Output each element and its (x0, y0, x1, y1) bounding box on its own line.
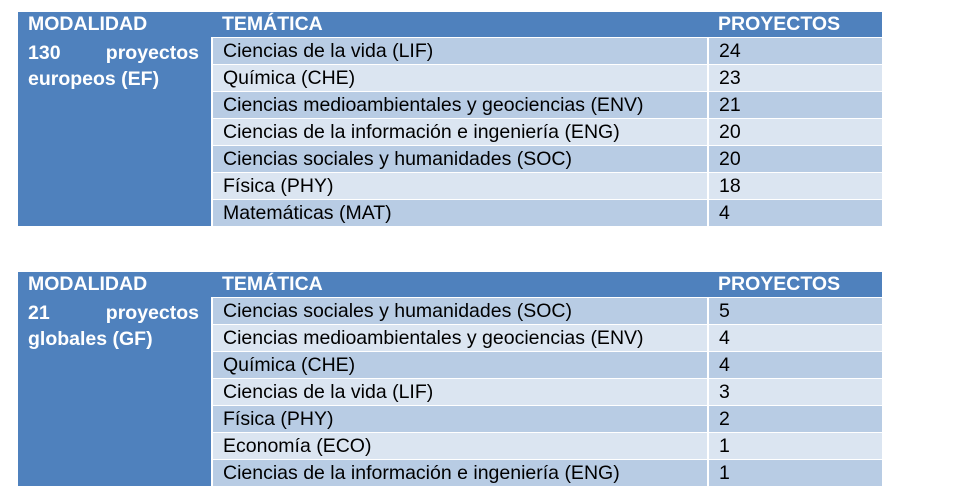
header-proyectos: PROYECTOS (708, 12, 882, 38)
table-row: 130 proyectos europeos (EF) Ciencias de … (18, 37, 882, 226)
table-row: Ciencias medioambientales y geociencias … (18, 91, 882, 119)
table-row: Matemáticas (MAT) 4 (18, 199, 882, 226)
header-tematica: TEMÁTICA (212, 12, 708, 38)
modalidad-cell: 130 proyectos europeos (EF) (18, 37, 212, 226)
table-row: Ciencias de la información e ingeniería … (18, 459, 882, 486)
tematica-cell: Química (CHE) (211, 351, 708, 379)
table-row: Ciencias de la vida (LIF) 3 (18, 378, 882, 406)
tematica-cell: Ciencias medioambientales y geociencias … (211, 91, 708, 119)
table-globales: MODALIDAD TEMÁTICA PROYECTOS 21 proyecto… (18, 272, 882, 486)
table-row: Física (PHY) 2 (18, 405, 882, 433)
table-row: Ciencias sociales y humanidades (SOC) 20 (18, 145, 882, 173)
tematica-cell: Ciencias de la vida (LIF) (211, 378, 708, 406)
proyectos-cell: 4 (707, 199, 882, 226)
header-tematica: TEMÁTICA (212, 272, 708, 298)
tematica-cell: Física (PHY) (211, 405, 708, 433)
tematica-cell: Ciencias sociales y humanidades (SOC) (211, 297, 708, 325)
proyectos-cell: 3 (707, 378, 882, 406)
tematica-cell: Ciencias sociales y humanidades (SOC) (211, 145, 708, 173)
tematica-cell: Ciencias medioambientales y geociencias … (211, 324, 708, 352)
header-proyectos: PROYECTOS (708, 272, 882, 298)
header-row: MODALIDAD TEMÁTICA PROYECTOS (18, 12, 882, 38)
header-modalidad: MODALIDAD (18, 12, 212, 38)
proyectos-cell: 18 (707, 172, 882, 200)
tematica-cell: Ciencias de la información e ingeniería … (211, 118, 708, 146)
proyectos-cell: 21 (707, 91, 882, 119)
proyectos-cell: 1 (707, 432, 882, 460)
tematica-cell: Economía (ECO) (211, 432, 708, 460)
tematica-cell: Ciencias de la vida (LIF) (211, 37, 708, 65)
proyectos-cell: 20 (707, 118, 882, 146)
header-modalidad: MODALIDAD (18, 272, 212, 298)
proyectos-cell: 24 (707, 37, 882, 65)
proyectos-cell: 20 (707, 145, 882, 173)
table-row: Economía (ECO) 1 (18, 432, 882, 460)
table-europeos: MODALIDAD TEMÁTICA PROYECTOS 130 proyect… (18, 12, 882, 226)
table-row: 21 proyectos globales (GF) Ciencias soci… (18, 297, 882, 486)
proyectos-cell: 1 (707, 459, 882, 486)
table-row: Química (CHE) 4 (18, 351, 882, 379)
modalidad-cell: 21 proyectos globales (GF) (18, 297, 212, 486)
proyectos-cell: 4 (707, 324, 882, 352)
proyectos-cell: 4 (707, 351, 882, 379)
tematica-cell: Ciencias de la información e ingeniería … (211, 459, 708, 486)
proyectos-cell: 5 (707, 297, 882, 325)
table-row: Física (PHY) 18 (18, 172, 882, 200)
tematica-cell: Física (PHY) (211, 172, 708, 200)
tematica-cell: Química (CHE) (211, 64, 708, 92)
proyectos-cell: 2 (707, 405, 882, 433)
table-row: Ciencias medioambientales y geociencias … (18, 324, 882, 352)
table-row: Ciencias de la información e ingeniería … (18, 118, 882, 146)
table-row: Química (CHE) 23 (18, 64, 882, 92)
proyectos-cell: 23 (707, 64, 882, 92)
tematica-cell: Matemáticas (MAT) (211, 199, 708, 226)
header-row: MODALIDAD TEMÁTICA PROYECTOS (18, 272, 882, 298)
